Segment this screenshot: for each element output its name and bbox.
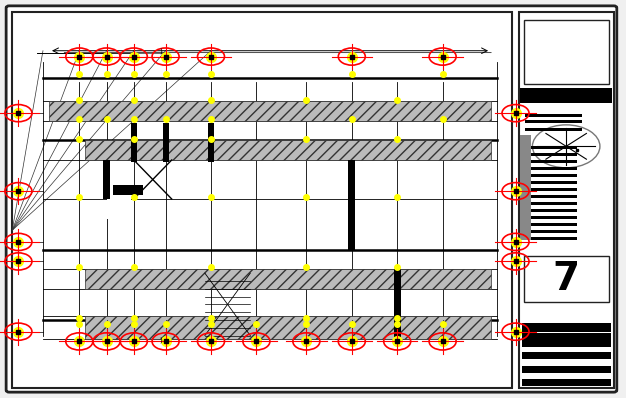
Bar [525,237,548,240]
Bar [525,174,548,177]
FancyBboxPatch shape [6,6,617,392]
Bar [525,181,577,184]
Bar [13,12,513,388]
Bar [49,101,491,121]
Bar [521,323,610,328]
Bar [525,209,577,212]
Bar [520,88,612,103]
Bar [131,123,137,162]
Text: 7: 7 [553,260,580,298]
Bar [525,160,577,163]
Bar [523,20,609,84]
Bar [525,230,577,233]
Bar [521,379,610,386]
Bar [521,333,610,338]
Bar [520,135,531,240]
Bar [85,269,491,289]
Bar [525,216,548,219]
Bar [394,269,401,339]
Bar [85,140,491,160]
Bar [260,217,284,248]
Bar [525,128,582,131]
Bar [525,223,577,226]
Bar [521,325,610,332]
Bar [521,366,610,373]
Bar [163,123,168,162]
Bar [521,338,610,345]
Bar [525,216,577,219]
Bar [103,160,110,199]
Bar [525,195,577,198]
Text: ): ) [160,336,162,343]
Bar [521,352,610,359]
Bar [525,152,548,156]
Bar [85,316,491,339]
Bar [523,256,609,302]
Bar [525,152,577,156]
Bar [208,123,214,162]
Circle shape [532,125,600,168]
Bar [525,146,577,149]
Bar [525,237,577,240]
Bar [525,114,582,117]
Bar [348,160,356,250]
Bar [518,12,613,388]
Bar [106,195,131,219]
Bar [113,185,143,195]
Bar [521,343,610,347]
Bar [525,188,577,191]
Bar [525,120,582,123]
Text: ): ) [160,48,162,54]
Bar [525,174,577,177]
Bar [525,195,548,198]
Bar [525,202,577,205]
Bar [525,167,577,170]
